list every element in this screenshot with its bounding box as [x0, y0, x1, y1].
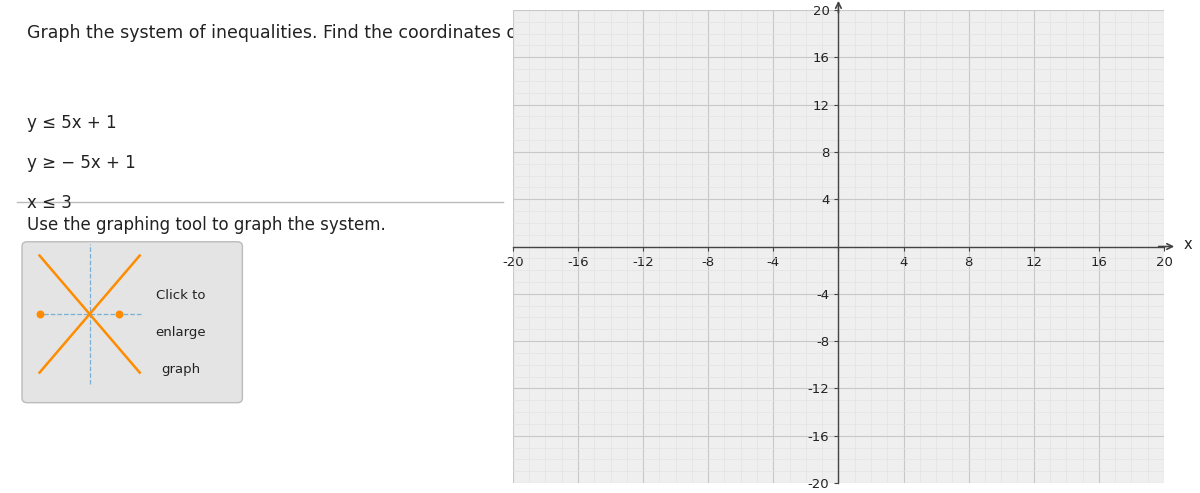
Text: x ≤ 3: x ≤ 3	[28, 194, 72, 212]
Text: Use the graphing tool to graph the system.: Use the graphing tool to graph the syste…	[28, 216, 385, 234]
Text: Graph the system of inequalities. Find the coordinates of any vertices formed.: Graph the system of inequalities. Find t…	[28, 24, 709, 42]
Text: Click to: Click to	[156, 289, 205, 302]
Text: graph: graph	[161, 363, 200, 376]
Text: y ≥ − 5x + 1: y ≥ − 5x + 1	[28, 154, 136, 172]
Point	[109, 310, 128, 318]
Text: y ≤ 5x + 1: y ≤ 5x + 1	[28, 114, 116, 132]
Point	[30, 310, 49, 318]
FancyBboxPatch shape	[22, 242, 242, 403]
Text: enlarge: enlarge	[155, 326, 206, 339]
Text: x: x	[1183, 237, 1192, 251]
